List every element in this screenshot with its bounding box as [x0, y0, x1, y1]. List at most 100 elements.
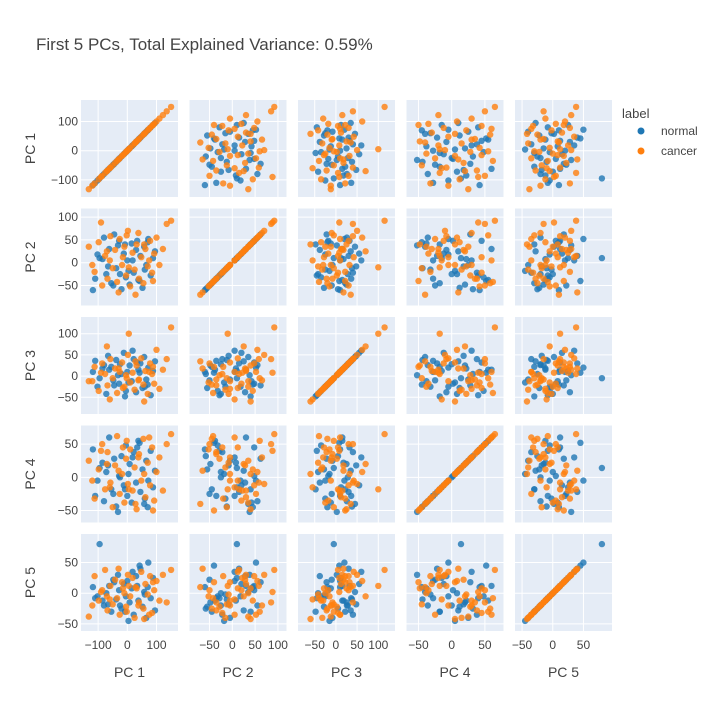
point-cancer	[532, 167, 539, 174]
point-cancer	[461, 593, 469, 600]
legend-item-cancer[interactable]: cancer	[637, 144, 698, 158]
point-cancer	[415, 277, 422, 285]
point-cancer	[122, 455, 130, 462]
point-normal	[110, 490, 117, 498]
y-tick-label: −50	[58, 390, 79, 404]
point-cancer	[322, 243, 329, 250]
point-cancer	[566, 180, 574, 187]
point-cancer	[467, 272, 474, 279]
point-cancer	[478, 384, 485, 392]
point-cancer	[256, 148, 263, 155]
point-normal	[312, 149, 319, 157]
point-cancer	[540, 108, 547, 115]
point-cancer	[309, 596, 316, 603]
point-cancer	[256, 608, 263, 615]
point-cancer	[445, 477, 452, 484]
point-normal	[598, 175, 606, 182]
point-cancer	[269, 588, 276, 596]
point-normal	[111, 455, 118, 462]
point-cancer	[242, 494, 250, 501]
point-cancer	[144, 390, 151, 398]
point-cancer	[468, 261, 475, 269]
point-cancer	[542, 385, 549, 392]
panel-background	[406, 208, 504, 306]
point-cancer	[129, 369, 136, 376]
point-normal	[537, 234, 544, 241]
point-cancer	[345, 237, 352, 244]
y-tick-label: −50	[58, 279, 79, 293]
point-cancer	[315, 278, 323, 286]
point-cancer	[529, 269, 537, 276]
point-cancer	[242, 366, 250, 373]
point-normal	[238, 349, 245, 356]
point-cancer	[488, 611, 495, 618]
point-normal	[460, 352, 467, 359]
point-cancer	[127, 283, 134, 290]
point-normal	[254, 170, 261, 178]
point-cancer	[206, 587, 213, 594]
point-normal	[213, 179, 220, 186]
point-cancer	[451, 398, 459, 405]
point-cancer	[436, 146, 443, 153]
point-cancer	[225, 390, 232, 398]
point-normal	[488, 165, 495, 172]
point-cancer	[568, 245, 575, 253]
point-normal	[457, 540, 465, 548]
point-cancer	[362, 167, 369, 175]
point-cancer	[453, 346, 461, 353]
point-cancer	[151, 380, 158, 387]
point-cancer	[554, 254, 561, 261]
point-cancer	[103, 248, 111, 255]
point-normal	[100, 498, 108, 505]
point-cancer	[349, 220, 357, 228]
point-cancer	[566, 268, 574, 275]
point-cancer	[528, 155, 535, 162]
point-cancer	[132, 583, 139, 591]
point-cancer	[224, 330, 231, 337]
point-cancer	[453, 234, 461, 241]
point-cancer	[456, 176, 463, 183]
point-cancer	[327, 613, 334, 620]
y-tick-label: 100	[58, 210, 78, 224]
point-cancer	[254, 346, 261, 353]
point-cancer	[320, 585, 328, 592]
point-cancer	[240, 593, 247, 600]
point-cancer	[488, 125, 495, 132]
point-cancer	[135, 602, 142, 609]
x-tick-label: 0	[549, 638, 556, 652]
point-cancer	[163, 355, 170, 363]
point-normal	[231, 454, 238, 461]
point-cancer	[317, 176, 325, 183]
point-cancer	[546, 248, 553, 255]
point-cancer	[163, 440, 170, 448]
point-cancer	[362, 248, 369, 255]
point-cancer	[435, 571, 442, 578]
point-cancer	[550, 219, 558, 226]
point-cancer	[342, 363, 349, 370]
point-cancer	[481, 355, 489, 363]
point-cancer	[463, 127, 470, 134]
point-cancer	[528, 257, 535, 264]
point-normal	[336, 277, 343, 285]
x-tick-label: 0	[124, 638, 131, 652]
point-cancer	[319, 614, 326, 621]
point-cancer	[113, 278, 121, 286]
point-normal	[566, 389, 574, 396]
point-cancer	[119, 254, 127, 261]
point-normal	[240, 607, 247, 614]
point-cancer	[537, 602, 544, 609]
point-normal	[128, 240, 135, 247]
point-normal	[247, 608, 254, 615]
point-cancer	[523, 398, 531, 405]
point-cancer	[142, 494, 149, 501]
point-cancer	[208, 381, 215, 388]
point-cancer	[534, 131, 541, 138]
point-cancer	[269, 173, 276, 181]
legend-item-normal[interactable]: normal	[637, 124, 698, 138]
point-normal	[217, 154, 225, 162]
point-normal	[537, 154, 544, 162]
point-normal	[251, 444, 258, 451]
point-cancer	[566, 360, 574, 367]
panel-pc-2-vs-pc-4	[406, 208, 504, 306]
point-normal	[353, 462, 360, 469]
